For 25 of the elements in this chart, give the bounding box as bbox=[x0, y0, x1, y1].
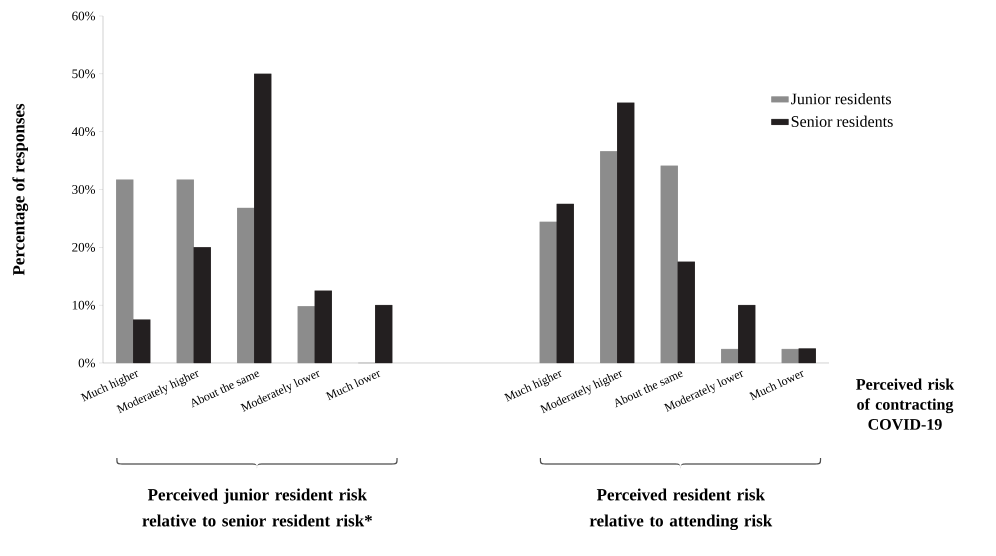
y-tick-label: 50% bbox=[72, 69, 96, 78]
bar bbox=[375, 304, 392, 364]
y-tick-label: 30% bbox=[72, 185, 96, 194]
text: Perceived junior resident risk relative to senior resident risk* bbox=[142, 488, 372, 526]
x-tick-label: Much lower bbox=[325, 370, 380, 400]
bar bbox=[254, 74, 272, 364]
legend-label: Junior residents bbox=[791, 93, 891, 104]
x-tick-label: Much lower bbox=[748, 370, 804, 400]
bar bbox=[194, 247, 211, 364]
legend-label: Senior residents bbox=[792, 116, 893, 127]
bar bbox=[133, 319, 150, 364]
y-tick-label: 40% bbox=[72, 127, 96, 136]
bar bbox=[738, 304, 756, 364]
bar bbox=[314, 290, 332, 364]
y-axis-title: Percentage of responses bbox=[12, 104, 28, 276]
y-tick-label: 10% bbox=[72, 300, 96, 310]
bar bbox=[678, 262, 695, 364]
bar bbox=[798, 348, 816, 364]
y-tick-label: 0% bbox=[78, 358, 96, 368]
y-tick-label: 60% bbox=[72, 12, 96, 20]
x-axis-title: Perceived risk of contracting COVID-19 bbox=[856, 378, 954, 430]
text: Perceived resident risk relative to attending risk bbox=[590, 488, 772, 530]
bar bbox=[617, 102, 634, 364]
bar bbox=[556, 204, 574, 364]
y-tick-label: 20% bbox=[72, 242, 96, 252]
